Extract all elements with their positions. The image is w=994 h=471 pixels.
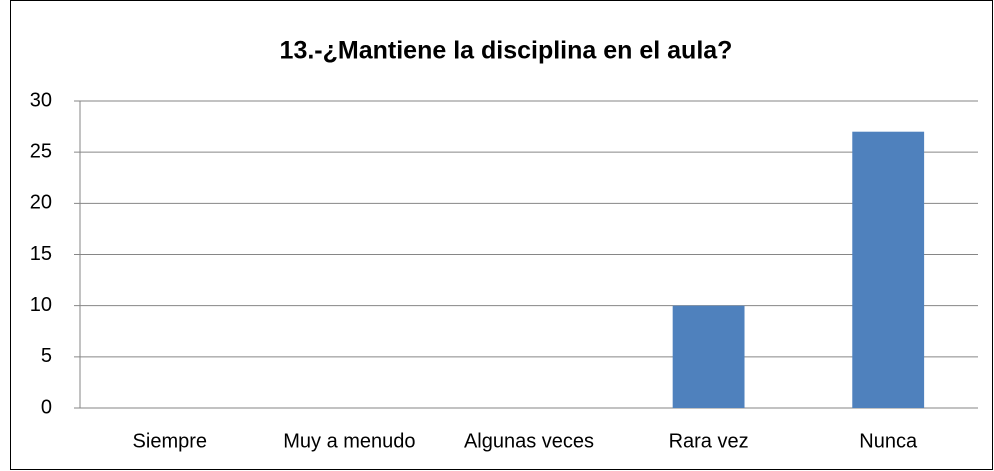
y-tick-label: 25: [30, 140, 52, 162]
y-tick-label: 0: [41, 396, 52, 418]
x-tick-label: Algunas veces: [464, 430, 594, 452]
y-tick-label: 10: [30, 294, 52, 316]
chart-border: [10, 0, 993, 470]
bar: [672, 305, 745, 408]
bar: [852, 131, 925, 408]
x-tick-label: Muy a menudo: [283, 430, 415, 452]
y-tick-label: 15: [30, 243, 52, 265]
x-tick-label: Nunca: [859, 430, 918, 452]
y-tick-label: 30: [30, 89, 52, 111]
chart-title: 13.-¿Mantiene la disciplina en el aula?: [280, 37, 733, 65]
y-tick-label: 5: [41, 345, 52, 367]
x-tick-label: Rara vez: [669, 430, 749, 452]
x-tick-label: Siempre: [133, 430, 207, 452]
y-tick-label: 20: [30, 192, 52, 214]
